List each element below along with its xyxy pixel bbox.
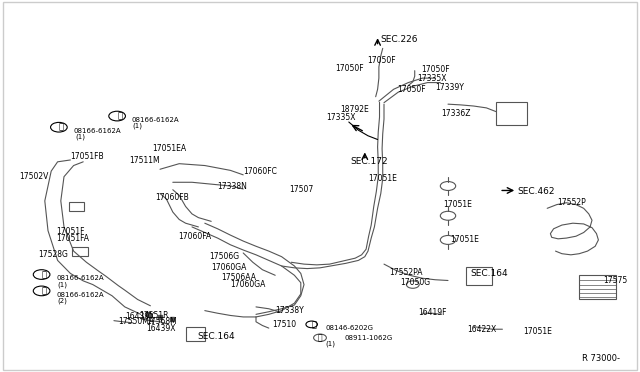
Text: 17050F: 17050F [397, 85, 426, 94]
Text: 17051FB: 17051FB [70, 153, 104, 161]
Text: 17050F: 17050F [421, 65, 450, 74]
Text: 17051FA: 17051FA [56, 234, 90, 243]
Text: 17528G: 17528G [38, 250, 68, 259]
Text: 17051E: 17051E [368, 174, 397, 183]
Bar [69, 202, 84, 211]
Text: SEC.172: SEC.172 [350, 157, 388, 166]
Text: 17338Y: 17338Y [275, 306, 304, 315]
Bar [72, 247, 88, 256]
Text: 17050F: 17050F [367, 56, 396, 65]
Text: Ⓑ: Ⓑ [42, 270, 47, 279]
Bar [186, 327, 205, 341]
Bar [466, 267, 492, 285]
Text: Ⓑ: Ⓑ [117, 112, 122, 121]
Text: (1): (1) [58, 281, 68, 288]
Text: 17060FB: 17060FB [156, 193, 189, 202]
Bar [496, 102, 527, 125]
Text: 17551R: 17551R [140, 311, 169, 320]
Text: 17338N: 17338N [218, 182, 248, 190]
Text: 16439X: 16439X [146, 324, 175, 333]
Bar [579, 275, 616, 299]
Text: 17507: 17507 [289, 185, 314, 194]
Text: 08166-6162A: 08166-6162A [56, 275, 104, 281]
Text: 17502V: 17502V [19, 172, 49, 181]
Text: 08166-6162A: 08166-6162A [131, 117, 179, 123]
Text: 17060GA: 17060GA [211, 263, 246, 272]
Text: 17511M: 17511M [129, 156, 160, 165]
Text: 17552P: 17552P [557, 198, 586, 207]
Text: 17568M: 17568M [146, 317, 177, 326]
Text: 17050G: 17050G [400, 278, 430, 287]
Text: 17335X: 17335X [417, 74, 447, 83]
Text: Ⓑ: Ⓑ [59, 123, 64, 132]
Text: 17051EA: 17051EA [152, 144, 186, 153]
Text: SEC.164: SEC.164 [197, 332, 235, 341]
Text: 17050F: 17050F [335, 64, 364, 73]
Text: 17051E: 17051E [450, 235, 479, 244]
Text: (2): (2) [58, 297, 67, 304]
Text: 17336Z: 17336Z [442, 109, 471, 118]
Text: 08166-6162A: 08166-6162A [56, 292, 104, 298]
Text: SEC.226: SEC.226 [381, 35, 419, 44]
Text: (1): (1) [132, 122, 143, 129]
Text: SEC.164: SEC.164 [470, 269, 508, 278]
Text: 16439X: 16439X [125, 312, 154, 321]
Text: 17552PA: 17552PA [389, 268, 422, 277]
Text: SEC.462: SEC.462 [517, 187, 555, 196]
Text: R 73000-: R 73000- [582, 355, 620, 363]
Text: 17339Y: 17339Y [435, 83, 464, 92]
Text: 18792E: 18792E [340, 105, 369, 114]
Text: 17510: 17510 [272, 320, 296, 329]
Text: 17051F: 17051F [56, 227, 85, 236]
Text: 17575: 17575 [603, 276, 627, 285]
Text: Ⓢ: Ⓢ [312, 320, 317, 329]
Text: 17550MA: 17550MA [118, 317, 154, 326]
Text: 17060GA: 17060GA [230, 280, 266, 289]
Text: Ⓑ: Ⓑ [42, 286, 47, 295]
Text: 08911-1062G: 08911-1062G [344, 335, 392, 341]
Text: 16422X: 16422X [467, 325, 497, 334]
Text: 17051E: 17051E [524, 327, 552, 336]
Text: 08166-6162A: 08166-6162A [74, 128, 121, 134]
Text: Ⓝ: Ⓝ [318, 333, 323, 342]
Text: 17506G: 17506G [209, 252, 239, 261]
Text: 17506AA: 17506AA [221, 273, 256, 282]
Text: (1): (1) [76, 134, 86, 140]
Text: 17060FA: 17060FA [178, 232, 211, 241]
Text: 17335X: 17335X [326, 113, 356, 122]
Text: (1): (1) [325, 341, 335, 347]
Text: 16419F: 16419F [418, 308, 447, 317]
Text: 08146-6202G: 08146-6202G [325, 325, 373, 331]
Text: 17060FC: 17060FC [243, 167, 277, 176]
Text: 17051E: 17051E [444, 200, 472, 209]
